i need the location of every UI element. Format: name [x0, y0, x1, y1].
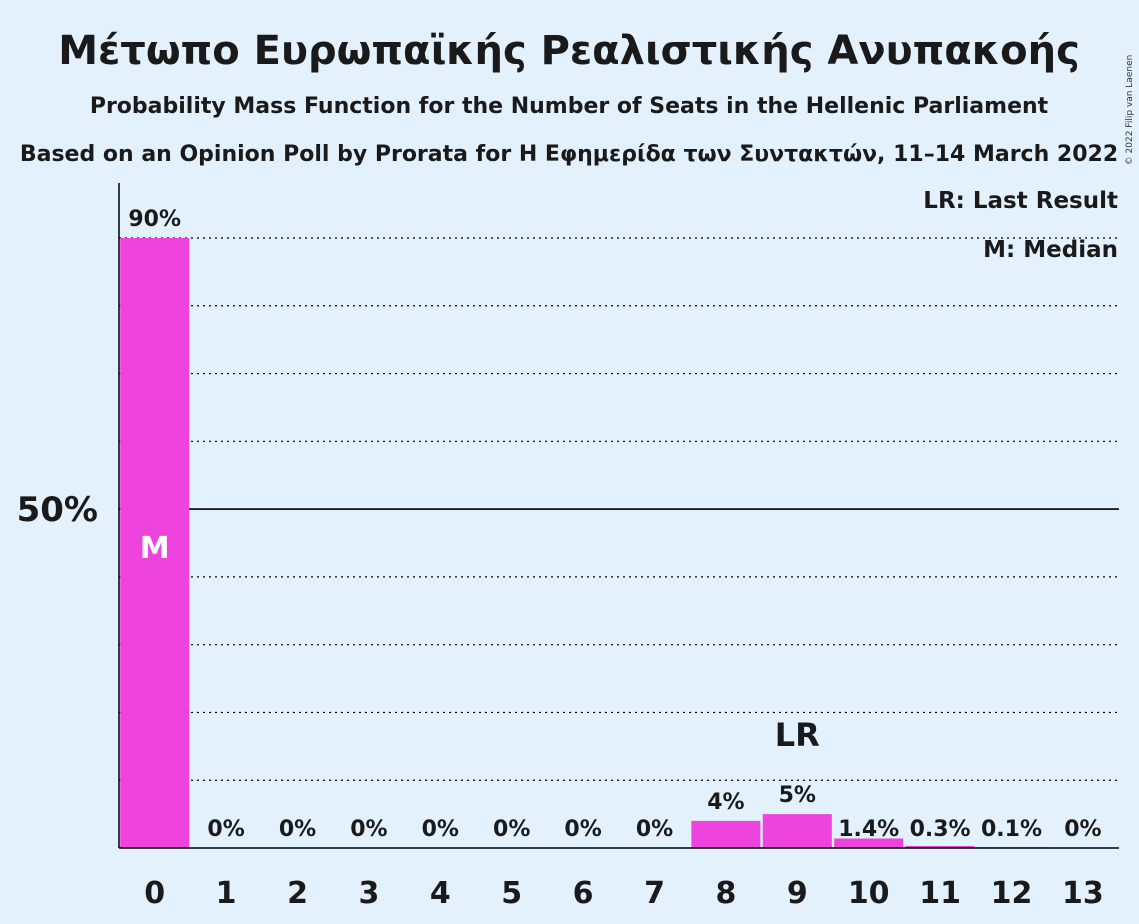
x-tick-label: 4: [430, 876, 451, 911]
x-tick-labels: 0 1 2 3 4 5 6 7 8 9 10 11 12 13: [144, 876, 1104, 911]
value-label: 0%: [636, 817, 673, 842]
x-tick-label: 0: [144, 876, 165, 911]
value-label: 5%: [779, 783, 816, 808]
copyright-credit: © 2022 Filip van Laenen: [1125, 55, 1135, 166]
x-tick-label: 6: [573, 876, 594, 911]
bar: [834, 838, 904, 848]
x-tick-label: 9: [787, 876, 808, 911]
chart-subtitle-2: Based on an Opinion Poll by Prorata for …: [20, 142, 1118, 167]
x-tick-label: 2: [287, 876, 308, 911]
value-label: 0%: [279, 817, 316, 842]
value-label: 0%: [1064, 817, 1101, 842]
gridlines: [119, 237, 1119, 781]
x-tick-label: 13: [1062, 876, 1104, 911]
value-label: 0%: [207, 817, 244, 842]
value-label: 90%: [128, 207, 181, 232]
y-tick-label: 50%: [17, 490, 98, 530]
value-label: 0%: [564, 817, 601, 842]
x-tick-label: 5: [501, 876, 522, 911]
value-label: 0%: [422, 817, 459, 842]
value-label: 0%: [493, 817, 530, 842]
x-tick-label: 12: [991, 876, 1033, 911]
last-result-marker: LR: [775, 716, 820, 754]
x-tick-label: 1: [216, 876, 237, 911]
legend-last-result: LR: Last Result: [923, 188, 1118, 214]
value-label: 1.4%: [838, 817, 899, 842]
value-label: 4%: [707, 790, 744, 815]
value-label: 0.1%: [981, 817, 1042, 842]
chart-subtitle: Probability Mass Function for the Number…: [90, 94, 1049, 119]
bar: [762, 814, 832, 848]
bar: [691, 820, 761, 848]
legend-median: M: Median: [983, 237, 1118, 263]
value-label: 0.3%: [910, 817, 971, 842]
y-tick-labels: 50%: [17, 490, 98, 530]
median-marker: M: [140, 531, 170, 566]
bar: [905, 845, 975, 848]
chart-title: Μέτωπο Ευρωπαϊκής Ρεαλιστικής Ανυπακοής: [58, 28, 1080, 74]
value-labels: 90% 0% 0% 0% 0% 0% 0% 0% 4% 5% 1.4% 0.3% 0.1% 0% M LR: [128, 207, 1101, 842]
bar: [120, 238, 190, 848]
bars: [120, 238, 1046, 848]
x-tick-label: 10: [848, 876, 890, 911]
value-label: 0%: [350, 817, 387, 842]
x-tick-label: 11: [919, 876, 961, 911]
x-tick-label: 8: [715, 876, 736, 911]
x-tick-label: 3: [358, 876, 379, 911]
x-tick-label: 7: [644, 876, 665, 911]
